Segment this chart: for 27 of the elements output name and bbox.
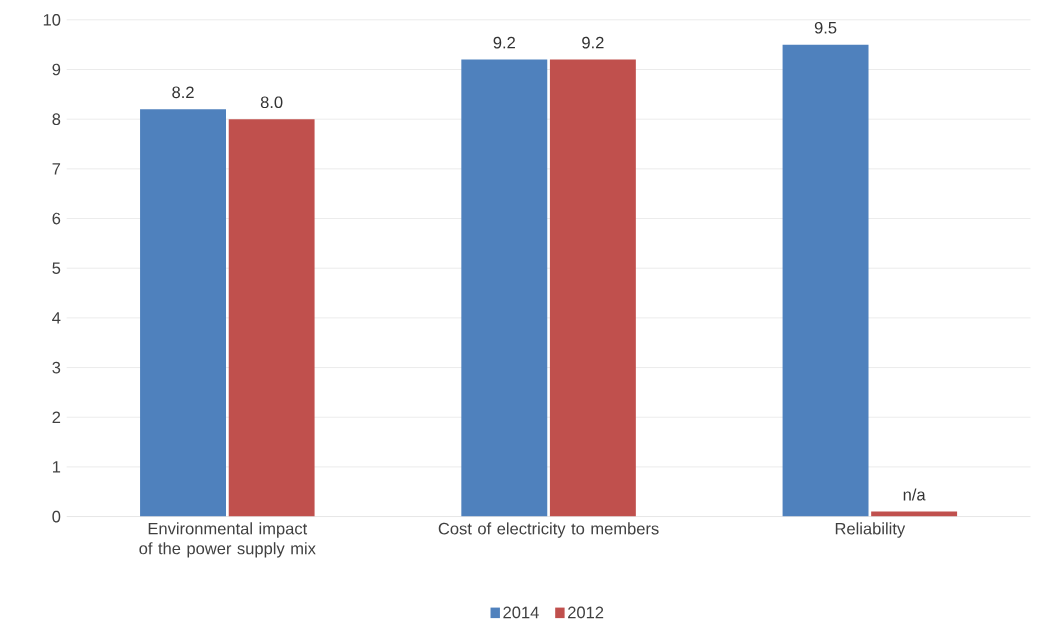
y-tick-label: 0 <box>52 510 61 523</box>
y-tick-label: 5 <box>52 262 61 275</box>
legend-label: 2012 <box>568 606 604 619</box>
bar <box>549 59 636 517</box>
x-tick-label: Environmental impact of the power supply mix <box>139 522 316 558</box>
legend-label: 2014 <box>503 606 539 619</box>
data-label: 9.2 <box>493 37 515 49</box>
y-tick-label: 3 <box>52 361 61 374</box>
data-label: 8.2 <box>172 86 194 99</box>
y-tick-label: 7 <box>52 163 61 175</box>
y-tick-label: 2 <box>52 411 61 424</box>
y-tick-label: 9 <box>52 63 61 76</box>
y-tick-label: 8 <box>52 113 61 126</box>
y-tick-label: 6 <box>52 212 61 225</box>
data-label: 9.5 <box>814 22 837 34</box>
bar <box>228 119 315 517</box>
bar <box>461 59 548 517</box>
data-label: 9.2 <box>582 37 604 49</box>
x-tick-label: Reliability <box>835 522 906 538</box>
y-tick-label: 1 <box>53 461 61 473</box>
bar <box>782 44 869 517</box>
data-label: n/a <box>903 488 926 501</box>
data-label: 8.0 <box>260 96 283 109</box>
bar <box>140 109 226 517</box>
y-tick-label: 4 <box>52 312 61 324</box>
y-tick-label: 10 <box>43 14 61 26</box>
x-tick-label: Cost of electricity to members <box>438 522 659 538</box>
